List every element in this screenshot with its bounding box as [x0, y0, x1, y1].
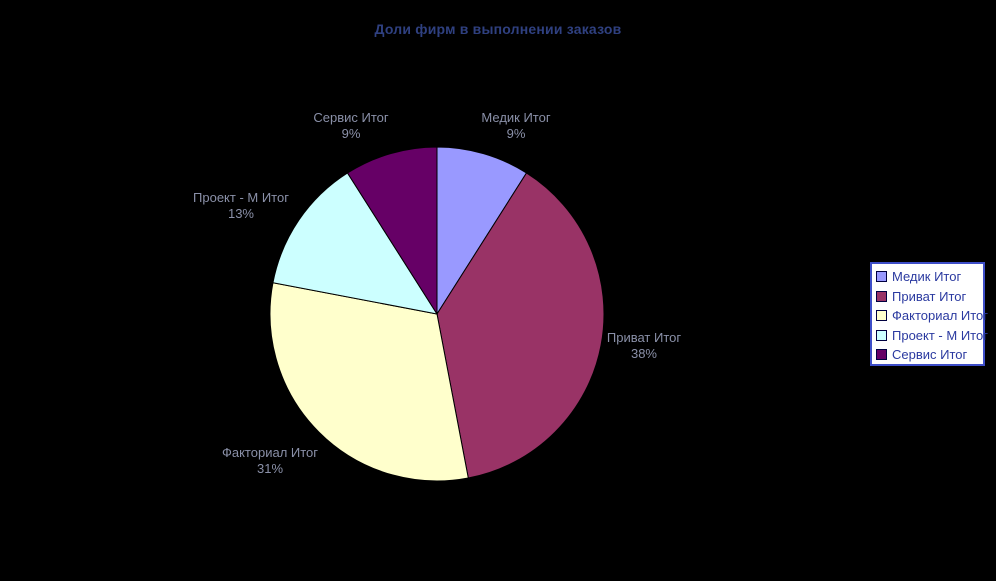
legend-swatch — [876, 349, 887, 361]
slice-label-name: Медик Итог — [481, 110, 551, 125]
legend-label: Медик Итог — [892, 269, 962, 285]
slice-label-faktorial: Факториал Итог 31% — [222, 445, 318, 477]
slice-label-pct: 31% — [256, 461, 284, 476]
pie-slice-0 — [436, 146, 528, 316]
legend-label: Проект - М Итог — [892, 327, 988, 343]
chart-title: Доли фирм в выполнении заказов — [374, 21, 622, 37]
legend-label: Факториал Итог — [892, 308, 989, 324]
pie-slice-4 — [346, 146, 438, 316]
slice-label-servis: Сервис Итог 9% — [313, 110, 388, 142]
legend: Медик Итог Приват Итог Факториал Итог Пр… — [870, 262, 988, 366]
slice-label-pct: 38% — [630, 346, 658, 361]
slice-label-pct: 9% — [506, 126, 526, 141]
legend-swatch — [876, 271, 887, 283]
slice-label-name: Факториал Итог — [221, 445, 319, 460]
slice-label-proekt-m: Проект - М Итог 13% — [193, 190, 289, 222]
legend-swatch — [876, 329, 887, 341]
slice-label-privat: Приват Итог 38% — [607, 330, 681, 362]
legend-item-servis: Сервис Итог — [876, 345, 983, 365]
legend-item-proekt-m: Проект - М Итог — [876, 326, 988, 346]
pie-slice-3 — [272, 172, 439, 315]
pie-slice-2 — [269, 282, 469, 482]
legend-label: Сервис Итог — [892, 347, 968, 363]
legend-swatch — [876, 310, 887, 322]
legend-swatch — [876, 290, 887, 302]
pie-slice-1 — [436, 172, 605, 479]
slice-label-pct: 9% — [341, 126, 361, 141]
legend-label: Приват Итог — [892, 288, 967, 304]
slice-label-medik: Медик Итог 9% — [481, 110, 550, 142]
legend-item-medik: Медик Итог — [876, 267, 983, 287]
slice-label-pct: 13% — [227, 206, 255, 221]
legend-item-faktorial: Факториал Итог — [876, 306, 988, 326]
legend-item-privat: Приват Итог — [876, 287, 983, 307]
slice-label-name: Приват Итог — [606, 330, 682, 345]
slice-label-name: Проект - М Итог — [193, 190, 289, 205]
slice-label-name: Сервис Итог — [313, 110, 389, 125]
